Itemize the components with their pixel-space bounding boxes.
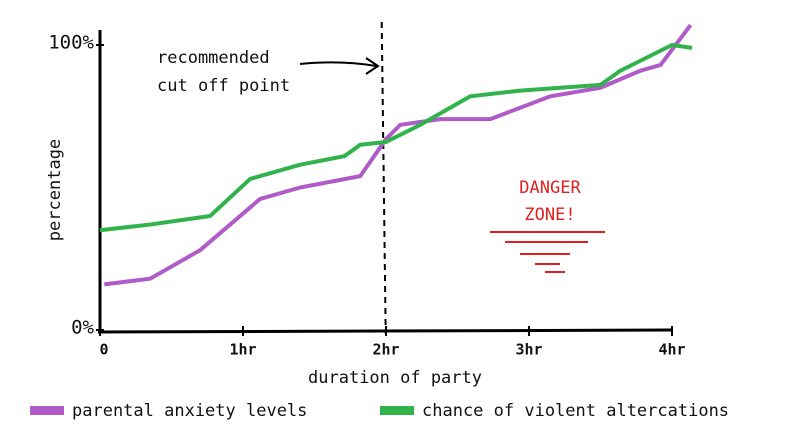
y-tick-label: 100% (48, 32, 94, 54)
x-tick-label: 1hr (229, 341, 256, 359)
annotation: recommended (157, 48, 270, 68)
annotation: DANGER (519, 178, 581, 198)
annotation: ZONE! (524, 205, 575, 225)
x-tick-label: 0 (99, 341, 108, 359)
legend-label: parental anxiety levels (72, 401, 307, 421)
legend-label: chance of violent altercations (422, 401, 729, 421)
y-axis-label: percentage (45, 139, 65, 241)
danger-lines (490, 231, 605, 273)
legend-swatch (30, 406, 64, 415)
x-tick-label: 3hr (515, 341, 542, 359)
y-tick-label: 0% (71, 317, 94, 339)
legend: parental anxiety levels chance of violent… (30, 401, 729, 421)
annotation-arrow (299, 57, 380, 75)
cutoff-line (380, 21, 387, 335)
series-line (99, 43, 693, 233)
legend-swatch (380, 406, 414, 415)
x-axis-label: duration of party (308, 368, 482, 388)
x-tick-label: 2hr (372, 341, 399, 359)
x-tick-label: 4hr (658, 341, 685, 359)
series-line (104, 23, 693, 287)
annotation: cut off point (157, 76, 290, 96)
